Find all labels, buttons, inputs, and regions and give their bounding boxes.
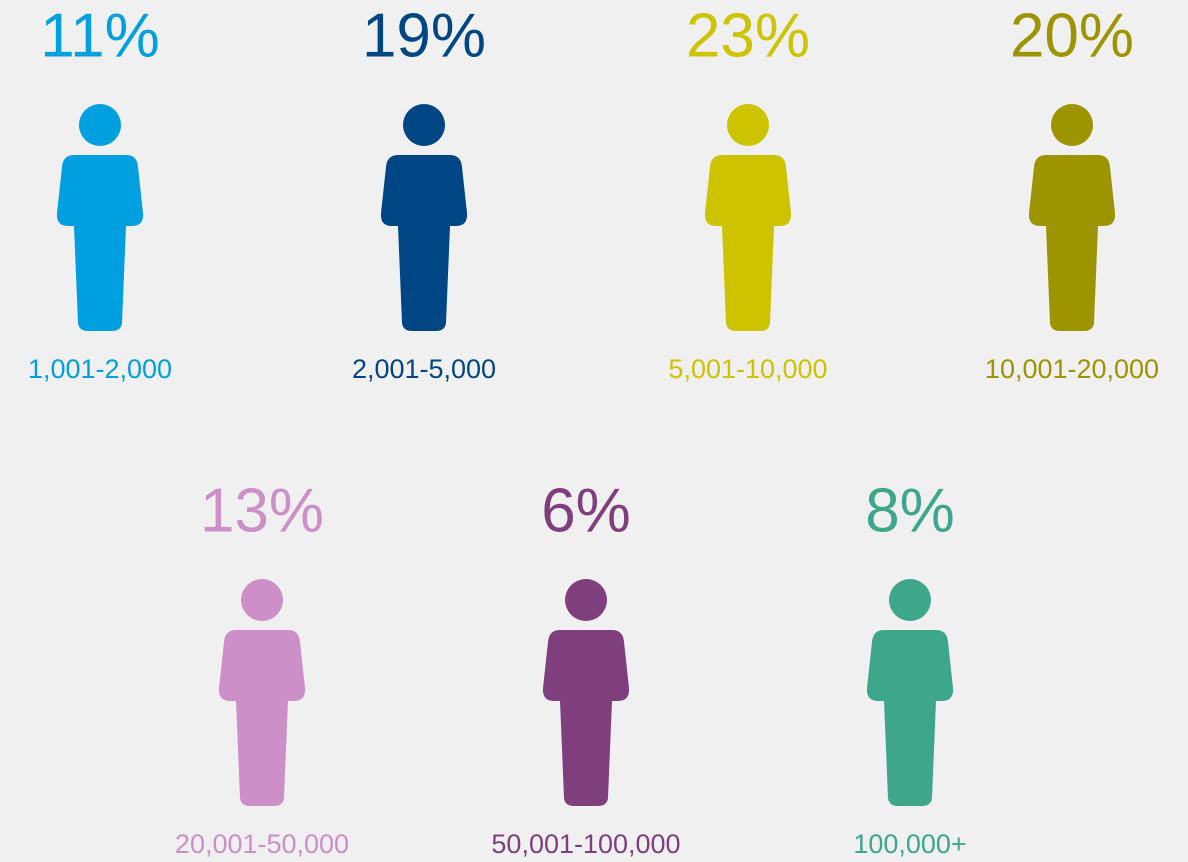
percent-label: 6% — [541, 476, 631, 545]
person-item: 6% 50,001-100,000 — [491, 476, 680, 859]
person-head — [889, 579, 931, 621]
person-body — [704, 155, 792, 331]
person-body — [866, 630, 954, 806]
person-item: 8% 100,000+ — [853, 476, 966, 859]
percent-label: 19% — [362, 1, 486, 70]
range-label: 10,001-20,000 — [985, 354, 1159, 384]
person-body — [56, 155, 144, 331]
range-label: 5,001-10,000 — [668, 354, 827, 384]
person-head — [1051, 104, 1093, 146]
person-item: 23% 5,001-10,000 — [668, 1, 827, 384]
person-body — [218, 630, 306, 806]
person-head — [403, 104, 445, 146]
person-head — [565, 579, 607, 621]
person-item: 20% 10,001-20,000 — [985, 1, 1159, 384]
person-icon — [1028, 104, 1116, 331]
range-label: 1,001-2,000 — [28, 354, 172, 384]
person-body — [542, 630, 630, 806]
person-icon — [218, 579, 306, 806]
percent-label: 8% — [865, 476, 955, 545]
person-body — [380, 155, 468, 331]
person-icon — [542, 579, 630, 806]
person-head — [727, 104, 769, 146]
range-label: 100,000+ — [853, 829, 966, 859]
percent-label: 13% — [200, 476, 324, 545]
person-head — [79, 104, 121, 146]
person-item: 19% 2,001-5,000 — [352, 1, 496, 384]
range-label: 2,001-5,000 — [352, 354, 496, 384]
percent-label: 11% — [40, 1, 160, 70]
range-label: 50,001-100,000 — [491, 829, 680, 859]
percent-label: 20% — [1010, 1, 1134, 70]
person-item: 13% 20,001-50,000 — [175, 476, 349, 859]
person-body — [1028, 155, 1116, 331]
person-head — [241, 579, 283, 621]
person-icon — [866, 579, 954, 806]
person-item: 11% 1,001-2,000 — [28, 1, 172, 384]
person-icon — [704, 104, 792, 331]
person-icon — [380, 104, 468, 331]
percent-label: 23% — [686, 1, 810, 70]
person-icon — [56, 104, 144, 331]
range-label: 20,001-50,000 — [175, 829, 349, 859]
